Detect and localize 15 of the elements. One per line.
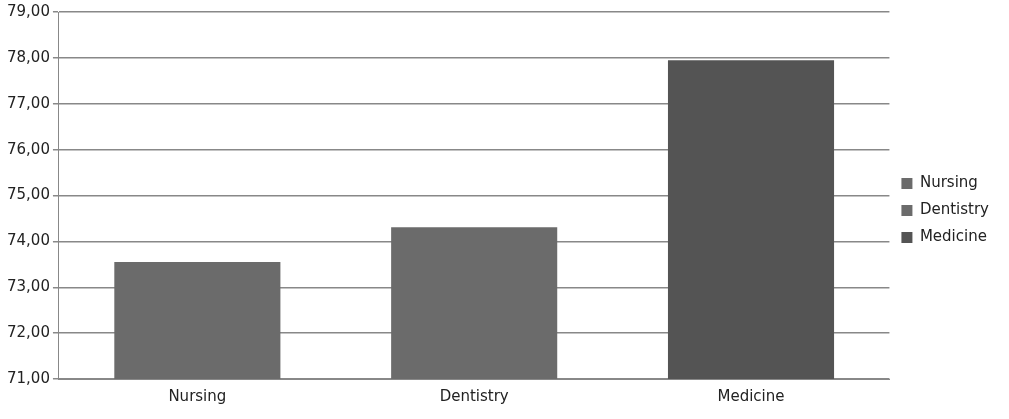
y-tick-label: 76,00 xyxy=(6,139,50,158)
x-tick-label: Dentistry xyxy=(439,386,509,405)
y-tick-label: 75,00 xyxy=(6,185,50,204)
y-tick-label: 78,00 xyxy=(6,47,50,66)
x-tick-label: Medicine xyxy=(717,386,785,405)
y-tick-label: 73,00 xyxy=(6,277,50,296)
y-tick-label: 74,00 xyxy=(6,231,50,250)
legend-label: Medicine xyxy=(919,227,987,246)
y-tick-label: 77,00 xyxy=(6,93,50,112)
y-tick-label: 72,00 xyxy=(6,323,50,342)
legend-label: Dentistry xyxy=(919,200,990,219)
legend-label: Nursing xyxy=(919,173,978,192)
x-tick-label: Nursing xyxy=(168,386,227,405)
y-tick-label: 79,00 xyxy=(6,1,50,20)
y-tick-label: 71,00 xyxy=(6,368,50,387)
